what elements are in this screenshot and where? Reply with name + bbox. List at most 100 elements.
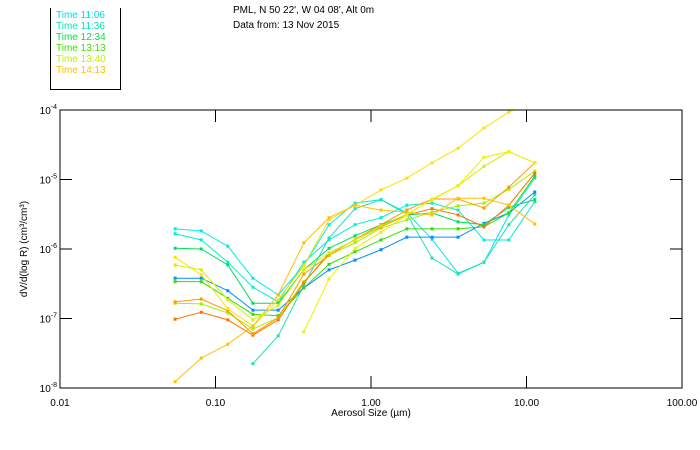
data-point — [533, 176, 537, 180]
data-point — [276, 318, 280, 322]
data-point — [405, 218, 409, 222]
data-point — [251, 324, 255, 328]
data-point — [430, 210, 434, 214]
legend-box: Time 11:06 Time 11:36 Time 12:34 Time 13… — [50, 8, 121, 90]
series-line-9 — [174, 110, 516, 327]
data-point — [430, 227, 434, 231]
data-point — [302, 330, 306, 334]
data-point — [251, 327, 255, 331]
data-point — [327, 253, 331, 257]
data-point — [507, 110, 511, 114]
y-tick-exponent: -5 — [51, 174, 57, 181]
data-point — [379, 216, 383, 220]
data-point — [226, 307, 230, 311]
data-point — [533, 100, 536, 103]
y-axis-label: dV/d(log R) (cm³/cm³) — [19, 201, 30, 297]
data-point — [302, 264, 306, 268]
data-point — [507, 223, 511, 227]
data-point — [507, 205, 511, 209]
data-point — [533, 193, 537, 197]
data-point — [199, 310, 203, 314]
y-tick-base: 10 — [40, 384, 52, 395]
data-point — [199, 229, 203, 233]
y-tick-base: 10 — [40, 315, 52, 326]
data-point — [353, 201, 357, 205]
data-point — [405, 227, 409, 231]
data-point — [276, 303, 280, 307]
series-line-2 — [252, 194, 536, 365]
data-point — [276, 334, 280, 338]
data-point — [199, 247, 203, 251]
data-point — [302, 281, 306, 285]
data-point — [379, 224, 383, 228]
data-point — [456, 227, 460, 231]
y-tick-exponent: -4 — [51, 104, 57, 111]
data-point — [353, 238, 357, 242]
data-point — [353, 246, 357, 250]
data-point — [327, 218, 331, 222]
data-point — [482, 223, 486, 227]
legend-item: Time 13:40 — [56, 54, 106, 65]
data-point — [173, 232, 177, 236]
data-point — [226, 298, 230, 302]
y-tick-label: 10-6 — [40, 243, 57, 256]
legend-item: Time 13:13 — [56, 43, 106, 54]
data-point — [482, 155, 486, 159]
y-tick-label: 10-8 — [40, 382, 57, 395]
x-tick-label: 100.00 — [667, 398, 698, 409]
data-point — [173, 263, 177, 267]
data-point — [379, 238, 383, 242]
data-point — [507, 185, 511, 189]
data-point — [199, 268, 203, 272]
data-point — [533, 198, 537, 202]
data-point — [405, 235, 409, 239]
data-point — [533, 169, 537, 173]
data-point — [482, 260, 486, 264]
legend-item: Time 11:36 — [56, 21, 105, 32]
y-tick-label: 10-4 — [40, 104, 57, 117]
chart-title-date: Data from: 13 Nov 2015 — [233, 20, 340, 31]
data-point — [533, 161, 537, 165]
data-point — [430, 207, 434, 211]
data-point — [199, 297, 203, 301]
data-point — [276, 308, 280, 312]
data-point — [456, 272, 460, 276]
data-point — [507, 211, 511, 215]
data-point — [379, 188, 383, 192]
data-point — [302, 272, 306, 276]
data-point — [430, 213, 434, 217]
data-point — [173, 300, 177, 304]
data-point — [226, 318, 230, 322]
data-point — [353, 258, 357, 262]
data-point — [405, 203, 409, 207]
data-point — [226, 289, 230, 293]
data-point — [482, 206, 486, 210]
legend-item: Time 11:06 — [56, 10, 105, 21]
data-point — [199, 276, 203, 280]
data-point — [173, 380, 177, 384]
y-tick-exponent: -6 — [51, 243, 57, 250]
data-point — [276, 298, 280, 302]
data-point — [276, 314, 280, 318]
chart-title-location: PML, N 50 22', W 04 08', Alt 0m — [233, 5, 375, 16]
data-point — [405, 176, 409, 180]
data-point — [276, 293, 280, 297]
data-point — [456, 235, 460, 239]
data-point — [199, 280, 203, 284]
data-point — [507, 150, 511, 154]
data-point — [430, 235, 434, 239]
data-point — [507, 238, 511, 242]
series-line-6 — [175, 170, 536, 330]
data-point — [456, 208, 460, 212]
data-point — [302, 260, 306, 264]
data-point — [405, 213, 409, 217]
data-point — [173, 276, 177, 280]
data-point — [302, 268, 306, 272]
data-point — [327, 238, 331, 242]
data-point — [327, 236, 331, 240]
legend-item: Time 14:13 — [56, 65, 106, 76]
data-point — [482, 196, 486, 200]
x-tick-label: 0.10 — [206, 398, 226, 409]
data-point — [430, 256, 434, 260]
